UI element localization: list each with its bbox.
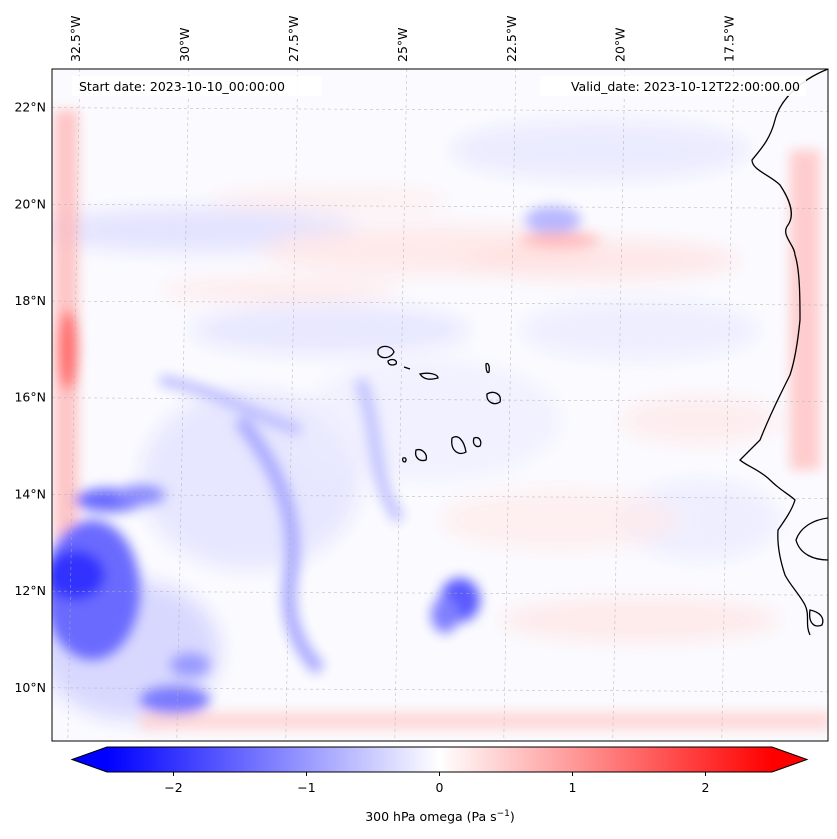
longitude-tick-label: 20°W xyxy=(613,27,628,62)
colorbar-low-extension xyxy=(72,747,107,772)
meridian-line xyxy=(503,69,517,741)
colorbar-label: 300 hPa omega (Pa s−1) xyxy=(365,809,515,824)
longitude-tick-label: 22.5°W xyxy=(504,16,519,62)
latitude-tick-label: 22°N xyxy=(14,100,46,115)
graticule xyxy=(52,69,828,741)
longitude-tick-label: 27.5°W xyxy=(286,16,301,62)
colorbar-outline xyxy=(70,746,809,773)
colorbar-tick-label: 1 xyxy=(569,780,577,795)
meridian-line xyxy=(721,69,735,741)
longitude-tick-label: 30°W xyxy=(177,27,192,62)
valid-date-label: Valid_date: 2023-10-12T22:00:00.00 xyxy=(571,79,800,94)
colorbar-high-extension xyxy=(772,747,807,772)
meridian-line xyxy=(176,69,190,741)
latitude-tick-label: 18°N xyxy=(14,293,46,308)
latitude-tick-label: 16°N xyxy=(14,390,46,405)
longitude-tick-label: 17.5°W xyxy=(722,16,737,62)
valid-date-box xyxy=(540,76,806,96)
colorbar-tick-label: 2 xyxy=(702,780,710,795)
colorbar-ticks: −2 −1 0 1 2 xyxy=(164,772,709,795)
colorbar-tick-label: 0 xyxy=(436,780,444,795)
colorbar-body xyxy=(107,747,772,772)
colorbar-tick-label: −1 xyxy=(297,780,315,795)
latitude-tick-label: 14°N xyxy=(14,486,46,501)
coastlines xyxy=(377,69,828,636)
longitude-tick-label: 25°W xyxy=(395,27,410,62)
start-date-label: Start date: 2023-10-10_00:00:00 xyxy=(79,79,285,94)
latitude-tick-label: 10°N xyxy=(14,680,46,695)
start-date-box xyxy=(72,76,322,96)
colorbar: −2 −1 0 1 2 300 hPa omega (Pa s−1) xyxy=(70,746,809,824)
meridian-line xyxy=(394,69,408,741)
map-frame xyxy=(51,68,829,742)
latitude-tick-labels: 22°N 20°N 18°N 16°N 14°N 12°N 10°N xyxy=(14,100,46,695)
latitude-tick-label: 20°N xyxy=(14,196,46,211)
omega-field xyxy=(52,69,828,741)
longitude-tick-label: 32.5°W xyxy=(68,16,83,62)
meridian-line xyxy=(67,69,81,741)
meridian-line xyxy=(612,69,626,741)
colorbar-tick-label: −2 xyxy=(164,780,182,795)
longitude-tick-labels: 32.5°W 30°W 27.5°W 25°W 22.5°W 20°W 17.5°W xyxy=(68,16,737,62)
meridian-line xyxy=(285,69,299,741)
latitude-tick-label: 12°N xyxy=(14,583,46,598)
